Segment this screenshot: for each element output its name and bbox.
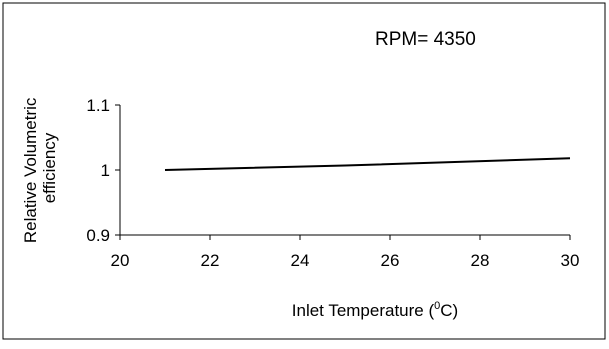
- y-axis-label-line2: efficiency: [40, 132, 59, 203]
- x-tick-label: 26: [381, 251, 400, 270]
- ticks: 20 22 24 26 28 30 0.9 1 1.1: [86, 96, 579, 270]
- x-axis-label: Inlet Temperature (0C): [292, 300, 458, 320]
- y-tick-label: 1: [101, 161, 110, 180]
- x-axis-label-superscript: 0: [434, 300, 440, 312]
- series: [164, 157, 571, 171]
- y-tick-label: 0.9: [86, 226, 110, 245]
- y-axis-label: Relative Volumetric efficiency: [21, 93, 59, 243]
- x-axis-label-main: Inlet Temperature (: [292, 301, 435, 320]
- x-tick-label: 30: [561, 251, 580, 270]
- x-axis-label-end: C): [440, 301, 458, 320]
- y-tick-label: 1.1: [86, 96, 110, 115]
- y-axis-label-line1: Relative Volumetric: [21, 97, 40, 243]
- chart-border: [2, 2, 606, 340]
- x-tick-label: 28: [471, 251, 490, 270]
- x-tick-label: 24: [291, 251, 310, 270]
- x-tick-label: 20: [111, 251, 130, 270]
- series-line: [164, 157, 571, 171]
- chart-title: RPM= 4350: [375, 29, 476, 50]
- x-tick-label: 22: [201, 251, 220, 270]
